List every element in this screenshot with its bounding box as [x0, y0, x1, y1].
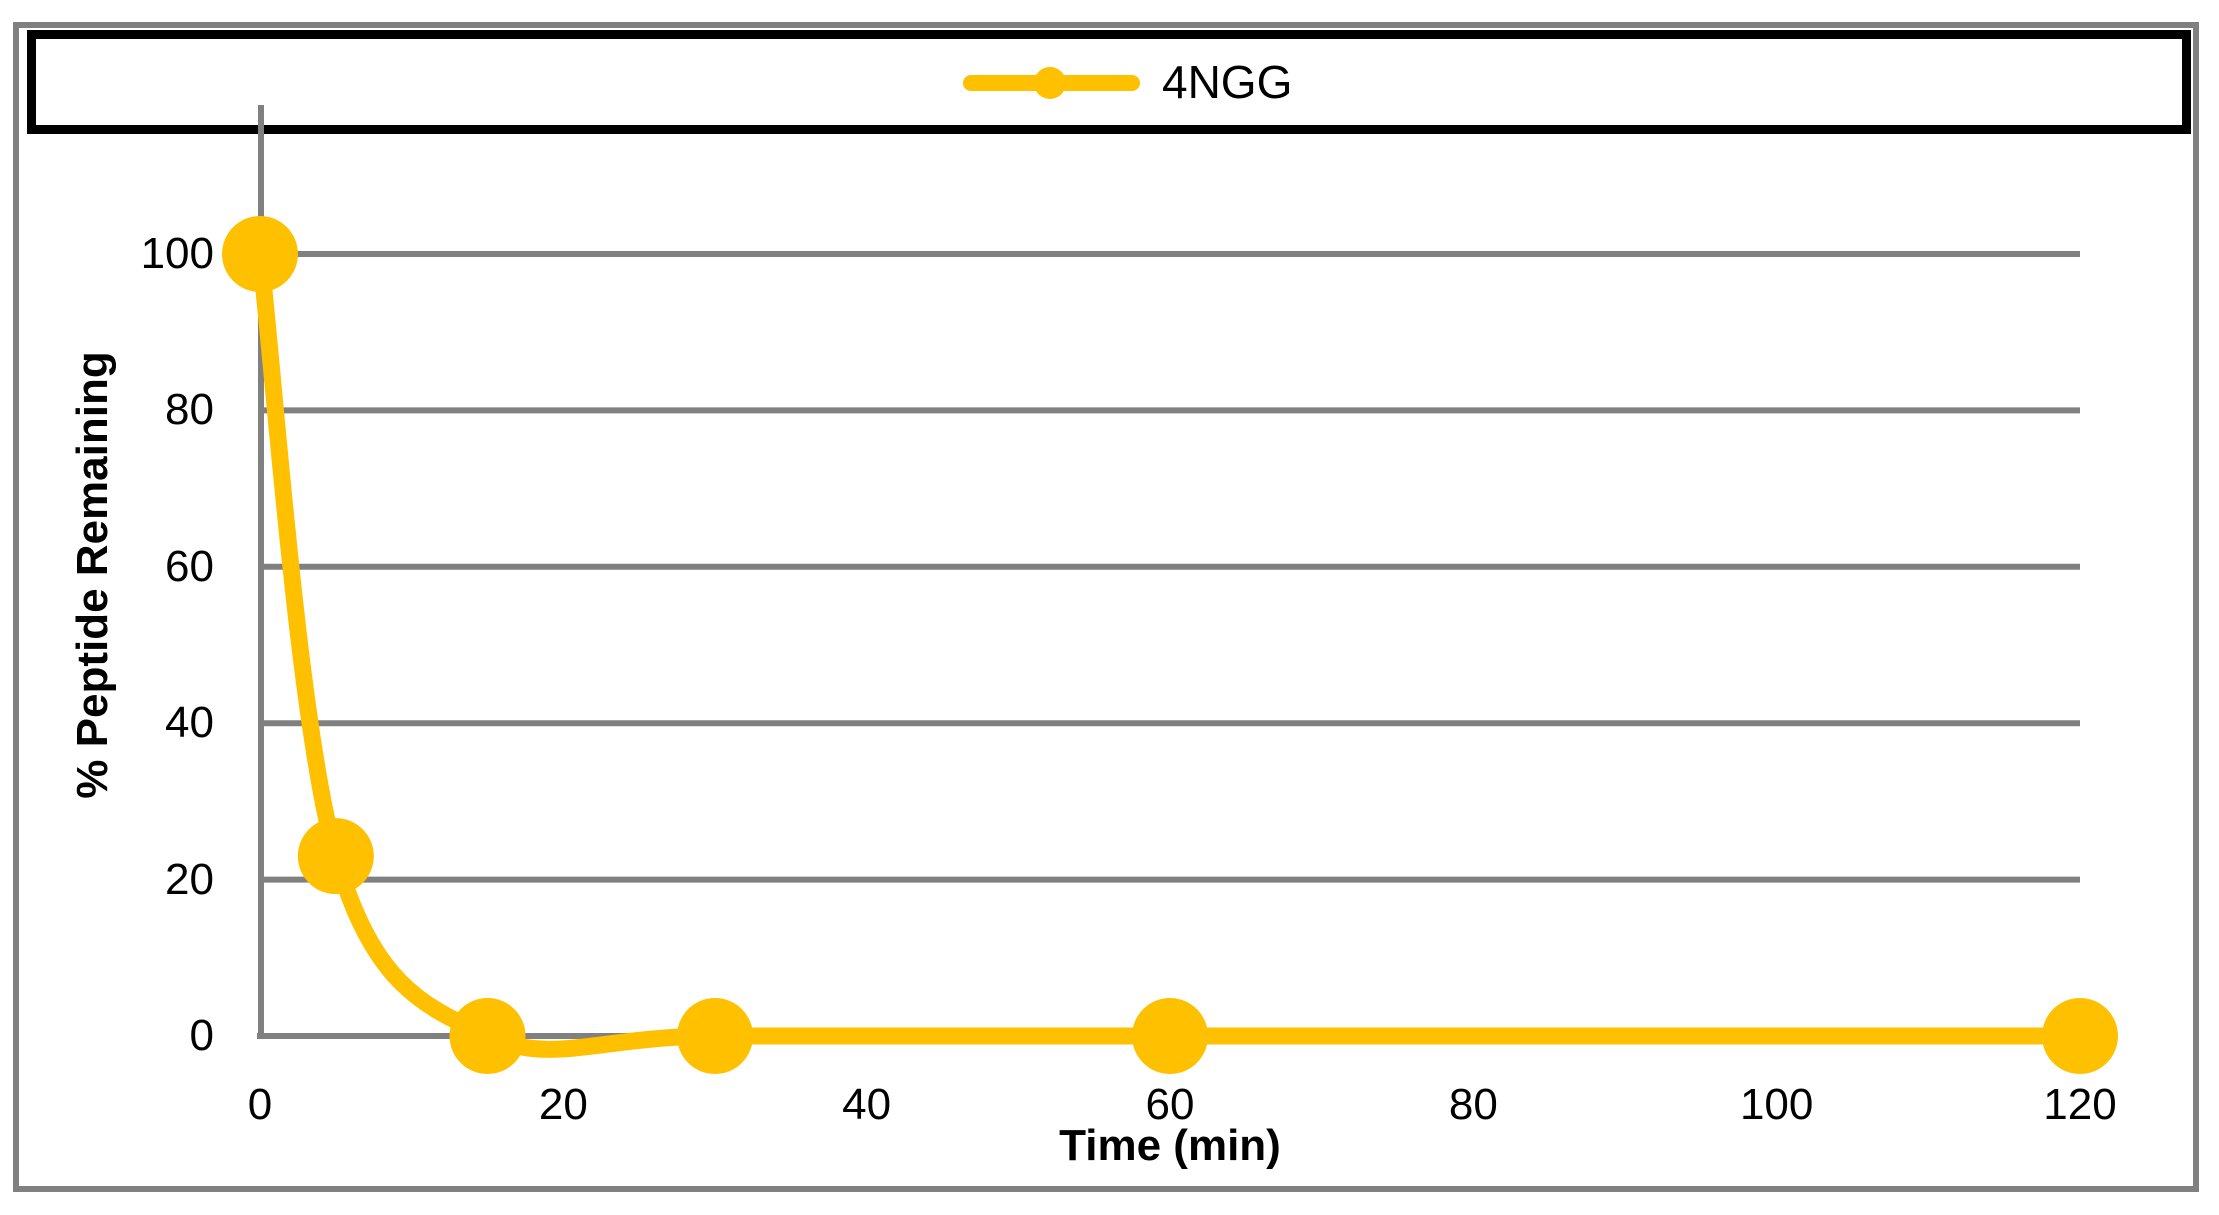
x-axis-title: Time (min): [1059, 1121, 1281, 1170]
y-tick-label-80: 80: [165, 385, 214, 435]
x-tick-label-20: 20: [538, 1080, 588, 1129]
chart-outer-border: [13, 22, 2199, 1192]
y-axis-title: % Peptide Remaining: [68, 351, 117, 799]
y-tick-label-0: 0: [189, 1011, 214, 1060]
y-tick-label-100: 100: [140, 229, 214, 278]
x-tick-label-80: 80: [1448, 1080, 1498, 1129]
x-tick-label-120: 120: [2043, 1080, 2117, 1129]
legend-box: 4NGG: [27, 30, 2191, 134]
y-tick-label-40: 40: [165, 698, 214, 748]
x-tick-label-40: 40: [842, 1080, 892, 1129]
y-tick-label-20: 20: [165, 854, 214, 904]
x-tick-label-100: 100: [1739, 1080, 1814, 1129]
x-tick-label-60: 60: [1145, 1080, 1195, 1129]
legend-marker-icon: [1034, 67, 1066, 99]
legend-label: 4NGG: [1162, 56, 1293, 108]
y-tick-label-60: 60: [165, 541, 214, 591]
x-tick-label-0: 0: [247, 1080, 273, 1129]
